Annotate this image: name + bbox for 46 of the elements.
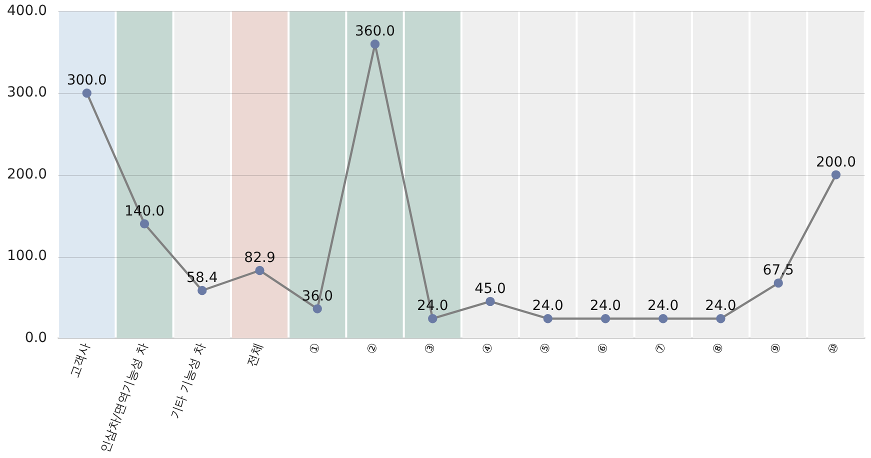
point <box>370 39 380 49</box>
x-tick-label: ⑦ <box>652 340 669 356</box>
data-label: 45.0 <box>474 281 506 298</box>
data-label: 58.4 <box>186 270 218 286</box>
x-tick-label: ⑥ <box>594 340 612 356</box>
data-label: 36.0 <box>302 288 333 304</box>
x-tick-label: ⑧ <box>710 340 726 356</box>
x-tick-label: 고객사 <box>67 340 93 380</box>
data-label: 82.9 <box>244 250 276 266</box>
data-label: 67.5 <box>762 262 794 279</box>
x-tick-label: 전체 <box>244 340 266 368</box>
y-tick-label: 400.0 <box>6 3 48 20</box>
point <box>486 296 495 306</box>
data-label: 360.0 <box>354 24 396 40</box>
point <box>140 219 150 228</box>
x-tick-label: ② <box>364 340 381 356</box>
data-label: 24.0 <box>532 298 564 314</box>
point <box>428 314 438 324</box>
x-tick-label: ④ <box>479 340 496 356</box>
data-label: 24.0 <box>705 298 736 314</box>
point <box>198 286 207 296</box>
data-label: 200.0 <box>816 154 856 170</box>
data-label: 24.0 <box>417 298 448 314</box>
x-tick-label: ① <box>306 340 324 356</box>
point <box>600 314 610 324</box>
data-label: 24.0 <box>590 298 622 314</box>
data-label: 24.0 <box>648 298 679 314</box>
point <box>82 88 92 98</box>
data-label: 300.0 <box>66 72 107 89</box>
point <box>312 304 322 314</box>
point <box>831 170 841 180</box>
data-label: 140.0 <box>124 203 165 220</box>
point <box>255 266 264 276</box>
y-tick-label: 200.0 <box>6 166 48 182</box>
x-tick-label: ⑨ <box>767 340 784 356</box>
point <box>543 314 552 324</box>
point <box>774 278 783 288</box>
x-tick-label: ⑩ <box>824 340 842 356</box>
x-tick-label: ⑤ <box>536 340 554 356</box>
x-tick-label: ③ <box>422 340 438 356</box>
point <box>716 314 726 324</box>
y-tick-label: 300.0 <box>6 84 48 101</box>
x-tick-label: 기타 기능성 차 <box>168 340 208 421</box>
y-tick-label: 0.0 <box>24 330 48 346</box>
point <box>658 314 668 324</box>
y-tick-label: 100.0 <box>6 248 48 264</box>
